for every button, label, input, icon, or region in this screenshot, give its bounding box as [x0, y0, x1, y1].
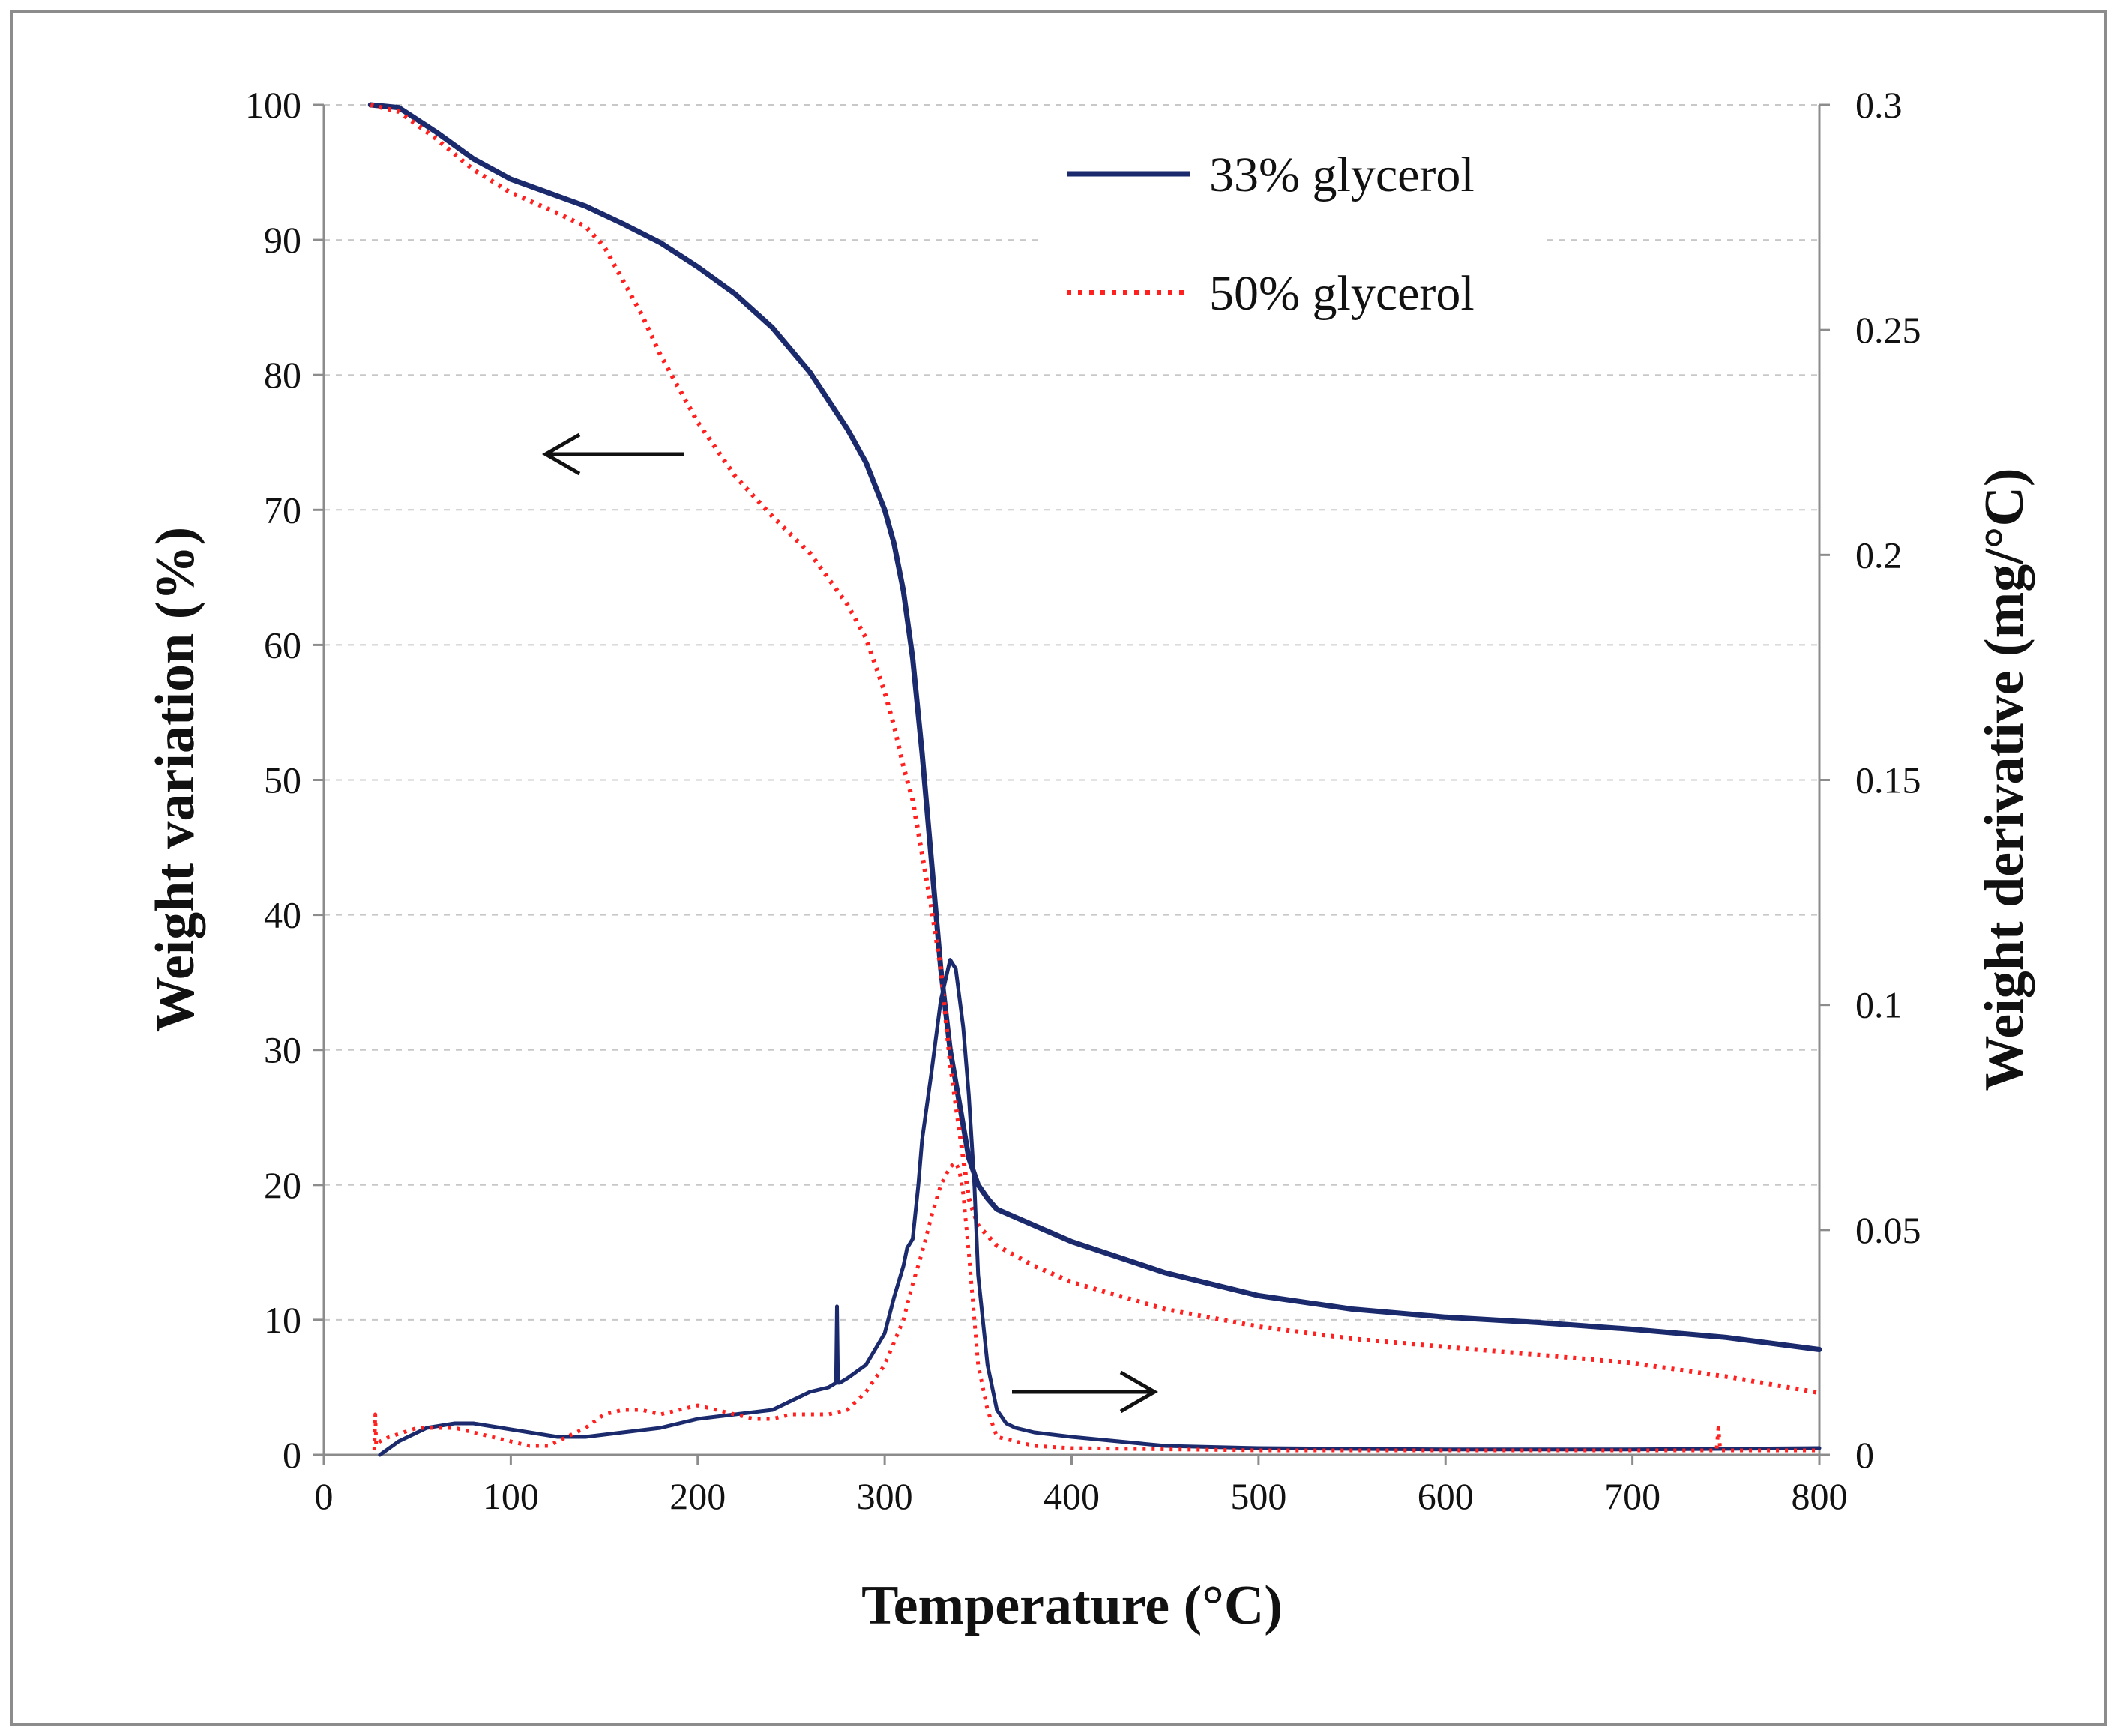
- right-tick-label-1: 0.05: [1855, 1209, 1921, 1251]
- x-tick-label-400: 400: [1044, 1475, 1100, 1517]
- right-axis-arrow: [1012, 1370, 1158, 1414]
- gridlines: [324, 104, 1819, 1321]
- right-tick-label-2: 0.1: [1855, 984, 1903, 1026]
- left-tick-label-10: 10: [264, 1299, 301, 1341]
- right-tick-label-3: 0.15: [1855, 759, 1921, 801]
- left-tick-label-70: 70: [264, 489, 301, 531]
- series-line-33-glycerol-derivative: [378, 958, 1822, 1457]
- legend-label-33: 33% glycerol: [1209, 148, 1475, 202]
- x-tick-label-300: 300: [857, 1475, 913, 1517]
- right-tick-label-0: 0: [1855, 1434, 1874, 1476]
- right-axis-title: Weight derivative (mg/°C): [1974, 468, 2035, 1091]
- series-line-50-glycerol: [370, 103, 1820, 1396]
- left-tick-label-100: 100: [245, 84, 301, 126]
- chart-frame: 0 10 20 30 40 50 60 70 80 90 100 0 0.05 0.1 0.15 0.2 0.2…: [10, 10, 2107, 1726]
- left-tick-label-30: 30: [264, 1029, 301, 1071]
- x-tick-label-800: 800: [1792, 1475, 1848, 1517]
- legend-label-50: 50% glycerol: [1209, 266, 1475, 321]
- series-layer: [367, 102, 1822, 1457]
- left-tick-label-80: 80: [264, 354, 301, 396]
- left-axis-arrow: [542, 433, 684, 476]
- legend: 33% glycerol 50% glycerol: [1044, 126, 1543, 321]
- left-axis-title: Weight variation (%): [145, 527, 206, 1032]
- ticks: 0 10 20 30 40 50 60 70 80 90 100 0 0.05 0.1 0.15 0.2 0.2…: [245, 84, 1921, 1517]
- left-tick-label-60: 60: [264, 624, 301, 666]
- series-line-33-glycerol: [367, 102, 1822, 1352]
- x-axis-title: Temperature (°C): [861, 1575, 1283, 1636]
- left-tick-label-40: 40: [264, 894, 301, 936]
- x-tick-label-0: 0: [315, 1475, 334, 1517]
- left-tick-label-20: 20: [264, 1164, 301, 1206]
- x-tick-label-700: 700: [1604, 1475, 1660, 1517]
- right-tick-label-4: 0.2: [1855, 534, 1903, 576]
- series-line-50-glycerol-derivative: [372, 1160, 1819, 1453]
- x-tick-label-200: 200: [669, 1475, 726, 1517]
- left-tick-label-50: 50: [264, 759, 301, 801]
- right-tick-label-6: 0.3: [1855, 84, 1903, 126]
- x-tick-label-500: 500: [1230, 1475, 1286, 1517]
- left-tick-label-90: 90: [264, 219, 301, 261]
- tga-chart: 0 10 20 30 40 50 60 70 80 90 100 0 0.05 0.1 0.15 0.2 0.2…: [145, 84, 2035, 1636]
- x-tick-label-600: 600: [1418, 1475, 1474, 1517]
- right-tick-label-5: 0.25: [1855, 309, 1921, 351]
- left-tick-label-0: 0: [283, 1434, 301, 1476]
- x-tick-label-100: 100: [483, 1475, 539, 1517]
